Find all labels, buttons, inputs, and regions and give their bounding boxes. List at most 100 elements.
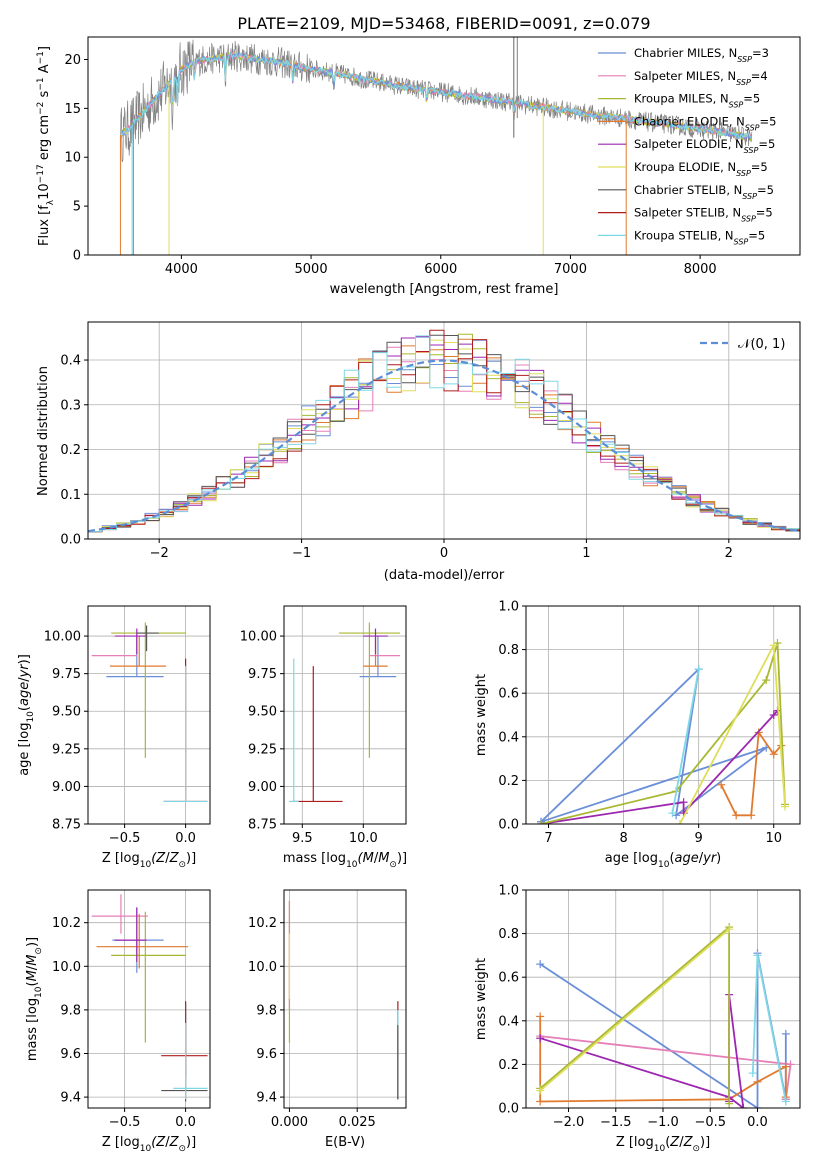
y-axis-label-part: yr <box>17 663 32 679</box>
x-axis-label-part: / <box>699 851 704 866</box>
y-axis-label-part: ] <box>37 46 52 51</box>
plot-area <box>536 923 795 1108</box>
y-tick-label: 0.8 <box>498 927 519 942</box>
mass-vs-Z-panel: −0.5 0.09.49.69.810.010.2Z [log10(Z/Z⊙)]m… <box>25 889 211 1154</box>
x-axis-label-part: Z [log <box>616 1135 654 1150</box>
x-axis-label: wavelength [Angstrom, rest frame] <box>330 282 559 297</box>
plot-area <box>91 622 208 803</box>
legend-suffix: =4 <box>751 69 768 83</box>
y-axis-label-part: / <box>25 965 40 970</box>
figure-title: PLATE=2109, MJD=53468, FIBERID=0091, z=0… <box>237 14 650 33</box>
y-tick-label: 9.6 <box>60 1047 81 1062</box>
y-tick-label: 9.50 <box>52 705 81 720</box>
legend-label: Kroupa ELODIE, NSSP=5 <box>634 160 768 178</box>
x-axis-label-part: ) <box>716 851 721 866</box>
y-tick-label: 0.0 <box>498 1102 519 1117</box>
y-tick-label: 9.25 <box>248 742 277 757</box>
x-tick-label: −0.5 <box>109 1115 141 1130</box>
y-axis-label: Normed distribution <box>36 366 51 496</box>
weight-series <box>540 668 768 823</box>
legend-text: Chabrier STELIB, N <box>634 183 742 197</box>
y-tick-label: 0.1 <box>60 488 81 503</box>
x-tick-label: −1.0 <box>647 1115 679 1130</box>
x-axis-label-part: (Z <box>151 1135 166 1150</box>
x-axis-label-part: )] <box>186 1135 196 1150</box>
y-tick-label: 0 <box>73 249 81 264</box>
model-spectrum <box>119 53 752 140</box>
weight-series <box>540 710 779 824</box>
y-axis-label-part: ( <box>25 981 40 986</box>
x-axis-label-part: ⊙ <box>692 1144 700 1154</box>
y-tick-label: 0.2 <box>498 1058 519 1073</box>
x-axis-label-part: age <box>675 851 699 866</box>
axes-frame <box>87 605 211 825</box>
residuals-panel: −2 −1 0 1 2 0.0 0.1 0.2 0.3 0.4 𝒩(0, 1) (data-model… <box>36 321 801 583</box>
x-tick-label: 8000 <box>684 262 717 277</box>
y-axis-label-part: age <box>17 682 32 706</box>
x-tick-label: −1.5 <box>600 1115 632 1130</box>
x-tick-label: −0.5 <box>109 831 141 846</box>
legend-sub: SSP <box>744 146 759 155</box>
y-tick-label: 10.0 <box>52 960 81 975</box>
plot-area <box>537 639 789 824</box>
plot-area <box>88 329 800 533</box>
y-tick-label: 9.8 <box>256 1003 277 1018</box>
y-tick-label: 0.2 <box>60 443 81 458</box>
y-tick-label: 0.3 <box>60 398 81 413</box>
plot-area <box>288 622 400 803</box>
axes-frame <box>283 605 407 825</box>
legend-label: 𝒩(0, 1) <box>738 337 785 352</box>
x-axis-label: age [log10(age/yr) <box>605 851 722 870</box>
x-axis-label-part: Z <box>669 1135 680 1150</box>
axes-frame <box>525 605 801 825</box>
y-axis-label-part: M <box>25 970 40 981</box>
weight-series <box>540 642 786 824</box>
x-tick-label: 0.025 <box>339 1115 376 1130</box>
y-tick-label: 0.4 <box>498 730 519 745</box>
x-tick-label: 0.0 <box>175 831 196 846</box>
y-tick-label: 10.00 <box>240 630 277 645</box>
y-axis-label: mass [log10(M/M⊙)] <box>25 937 44 1061</box>
legend-text: Kroupa STELIB, N <box>634 228 734 242</box>
y-tick-label: 5 <box>73 200 81 215</box>
legend-text: Salpeter STELIB, N <box>634 206 741 220</box>
legend-text: Kroupa ELODIE, N <box>634 160 736 174</box>
y-tick-label: 0.0 <box>498 818 519 833</box>
y-tick-label: 10.2 <box>52 916 81 931</box>
x-axis-label: mass [log10(M/M⊙)] <box>283 851 407 870</box>
x-axis-label-part: Z <box>169 851 180 866</box>
legend-label: Chabrier MILES, NSSP=3 <box>634 46 769 64</box>
legend-label: Salpeter ELODIE, NSSP=5 <box>634 137 775 155</box>
y-axis-label: mass weight <box>474 958 489 1040</box>
y-tick-label: 1.0 <box>498 884 519 899</box>
x-axis-label-part: Z <box>169 1135 180 1150</box>
y-tick-label: 9.50 <box>248 705 277 720</box>
x-axis-label-part: (M <box>358 851 374 866</box>
x-tick-label: −0.5 <box>694 1115 726 1130</box>
legend-text: Salpeter MILES, N <box>634 69 736 83</box>
legend-text: Salpeter ELODIE, N <box>634 137 744 151</box>
x-tick-label: 6000 <box>424 262 457 277</box>
x-axis-label-part: )] <box>700 1135 710 1150</box>
weight-series <box>720 731 782 817</box>
y-tick-label: 0.6 <box>498 687 519 702</box>
x-tick-label: 5000 <box>295 262 328 277</box>
y-tick-label: 10 <box>64 151 81 166</box>
axes-frame <box>283 889 407 1109</box>
y-tick-label: 9.4 <box>60 1091 81 1106</box>
legend-suffix: =5 <box>748 228 765 242</box>
x-axis-label-part: 10 <box>658 860 670 870</box>
y-tick-label: 9.6 <box>256 1047 277 1062</box>
x-tick-label: 9 <box>695 831 703 846</box>
y-tick-label: 0.0 <box>60 533 81 548</box>
weight-series <box>671 669 700 814</box>
x-tick-label: 0 <box>440 546 448 561</box>
y-tick-label: 9.25 <box>52 742 81 757</box>
y-axis-label-part: −2 <box>36 102 46 115</box>
y-axis-label-part: 10 <box>34 986 44 998</box>
x-tick-label: 8 <box>619 831 627 846</box>
y-axis-label-part: / <box>17 677 32 682</box>
y-axis-label-part: )] <box>17 654 32 664</box>
plot-area <box>288 900 399 1100</box>
